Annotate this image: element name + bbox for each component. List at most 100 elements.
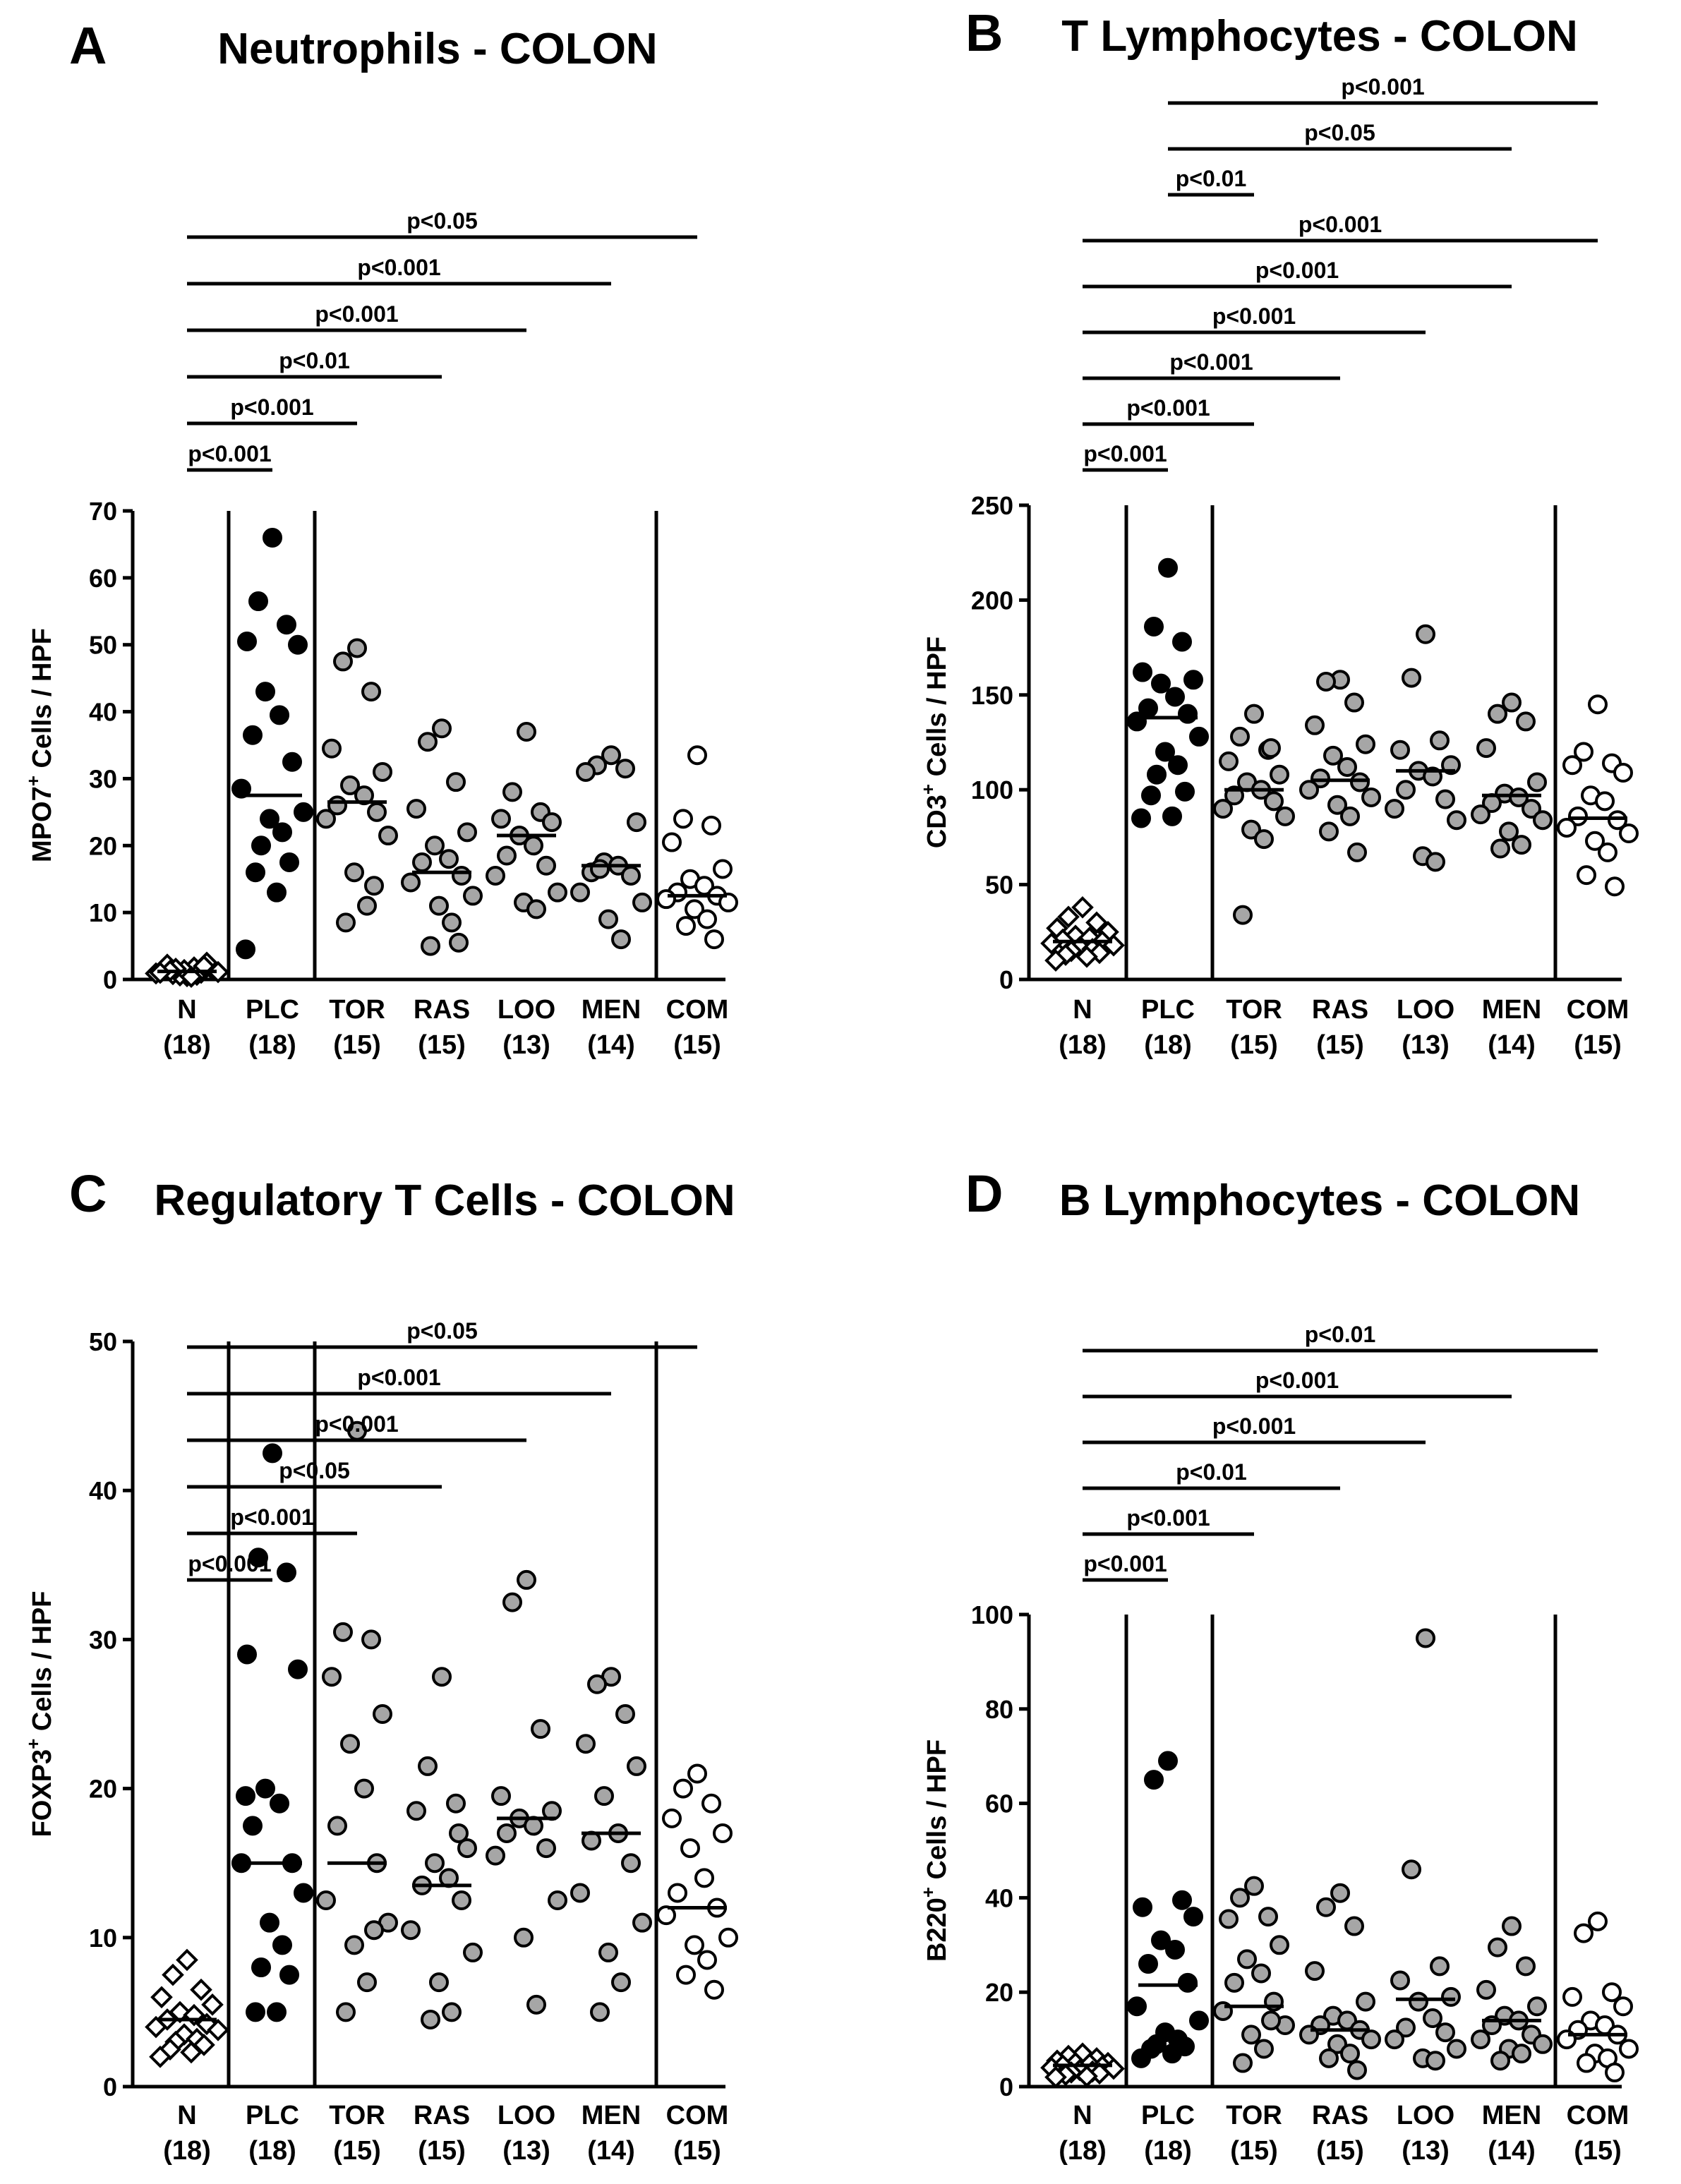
panel-letter: C [69, 1164, 107, 1223]
data-point [570, 882, 590, 903]
data-point [680, 1838, 700, 1859]
panel-letter: A [69, 16, 107, 75]
data-point [288, 1659, 308, 1679]
data-point [149, 2045, 171, 2068]
data-point [340, 775, 360, 795]
category-label: TOR [329, 995, 385, 1025]
category-label: LOO [1397, 2101, 1454, 2130]
panel-letter: B [965, 4, 1003, 62]
data-point [1085, 911, 1108, 934]
data-point [1219, 751, 1239, 771]
data-point [336, 2002, 356, 2022]
y-tick-label: 30 [89, 764, 117, 793]
data-point [406, 799, 426, 819]
data-point [1396, 2017, 1416, 2038]
panel-title: T Lymphocytes - COLON [1061, 12, 1577, 61]
data-point [1340, 806, 1360, 826]
data-point [1608, 810, 1627, 831]
data-point [576, 1734, 596, 1754]
data-point [150, 1986, 173, 2009]
data-point [1213, 799, 1233, 819]
data-point [1512, 835, 1531, 855]
data-point [526, 1994, 546, 2015]
data-point [1361, 787, 1381, 807]
category-n-label: (15) [418, 1030, 466, 1060]
data-point [322, 738, 342, 759]
significance-label: p<0.05 [406, 208, 478, 234]
category-n-label: (13) [502, 2136, 550, 2166]
category-label: TOR [329, 2101, 385, 2130]
data-point [701, 815, 721, 835]
data-point [502, 782, 522, 802]
y-axis-label: MPO7+ Cells / HPF [23, 628, 57, 862]
data-point [442, 912, 462, 933]
data-point [248, 1547, 268, 1568]
category-n-label: (18) [248, 2136, 296, 2166]
data-point [1356, 734, 1375, 754]
category-n-label: (14) [587, 2136, 635, 2166]
data-point [1598, 842, 1617, 862]
data-point [1577, 865, 1596, 886]
data-point [1141, 785, 1161, 806]
data-point [621, 1853, 641, 1874]
category-n-label: (13) [1402, 1030, 1450, 1060]
data-point [263, 1443, 282, 1464]
panel-A: A Neutrophils - COLON 0 10 20 30 40 50 60 70 MPO7+… [23, 16, 738, 1060]
category-label: LOO [498, 2101, 555, 2130]
data-point [590, 859, 610, 879]
category-label: RAS [414, 2101, 470, 2130]
data-point [1151, 673, 1171, 694]
category-n-label: (15) [673, 1030, 721, 1060]
data-point [1071, 896, 1094, 919]
category-label: COM [666, 2101, 729, 2130]
data-point [1585, 831, 1605, 851]
data-point [190, 1978, 212, 2001]
data-point [1490, 2051, 1510, 2071]
y-tick-label: 0 [103, 965, 117, 994]
data-point [1533, 2034, 1553, 2054]
data-point [354, 785, 374, 806]
data-point [1133, 662, 1152, 682]
category-n-label: (18) [1059, 2136, 1107, 2166]
category-n-label: (18) [1144, 2136, 1192, 2166]
data-point [1441, 1986, 1461, 2007]
category-label: PLC [1141, 2101, 1195, 2130]
data-point [1344, 692, 1364, 713]
data-point [1435, 789, 1455, 809]
data-point [1131, 808, 1151, 828]
data-point [1237, 1949, 1257, 1969]
y-axis-label-main: CD3 [922, 795, 952, 848]
data-point [421, 2009, 440, 2029]
data-point [421, 936, 440, 956]
data-point [1311, 768, 1330, 789]
data-point [288, 634, 308, 655]
category-n-label: (18) [163, 2136, 211, 2166]
data-point [718, 1927, 738, 1948]
significance-label: p<0.001 [315, 1411, 398, 1437]
data-point [1356, 1991, 1375, 2012]
data-point [354, 1778, 374, 1799]
data-point [1144, 1770, 1164, 1790]
data-point [1127, 1996, 1147, 2017]
data-point [1233, 2053, 1253, 2073]
data-point [316, 1890, 336, 1910]
data-point [656, 1905, 676, 1926]
data-point [1261, 738, 1281, 759]
data-point [1390, 1970, 1410, 1991]
data-point [373, 1704, 392, 1724]
significance-label: p<0.01 [1176, 166, 1247, 191]
category-n-label: (14) [1488, 1030, 1536, 1060]
data-point [449, 1823, 469, 1843]
data-point [1435, 2022, 1455, 2043]
data-point [357, 895, 377, 916]
data-point [1533, 810, 1553, 831]
data-point [1241, 819, 1261, 840]
y-axis-label-main: FOXP3 [28, 1749, 57, 1838]
data-point [676, 916, 696, 936]
data-point [1131, 2048, 1151, 2068]
data-point [497, 1823, 517, 1843]
data-point [1330, 1883, 1350, 1903]
data-point [1147, 764, 1167, 785]
category-n-label: (15) [1574, 2136, 1622, 2166]
category-label: RAS [1312, 2101, 1368, 2130]
